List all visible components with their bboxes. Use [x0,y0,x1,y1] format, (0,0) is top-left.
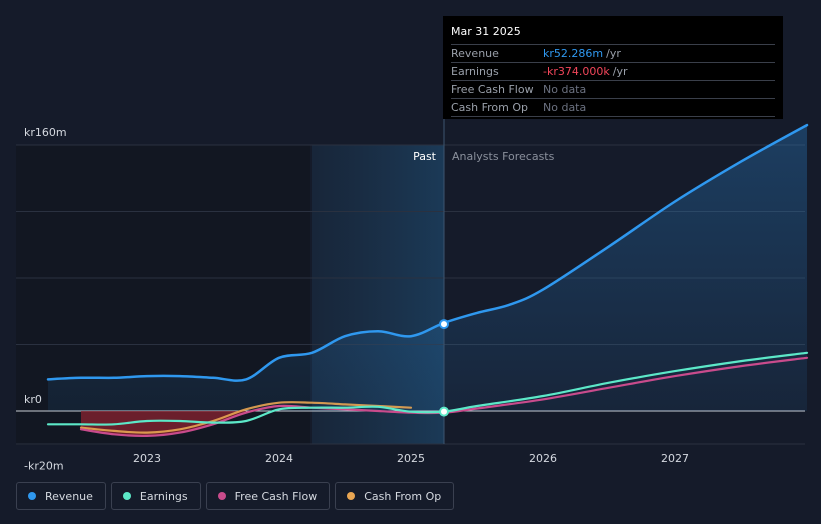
cash-from-op-dot-icon [347,492,356,500]
tooltip-row-free-cash-flow: Free Cash Flow No data [451,81,775,99]
earnings-highlight-point [439,406,449,417]
revenue-dot-icon [28,492,36,500]
tooltip-unit: /yr [606,47,621,60]
negative-earnings-area [81,411,246,436]
tooltip-unit: /yr [612,65,628,78]
y-tick-label: -kr20m [24,459,64,470]
y-tick-label: kr160m [24,126,67,139]
revenue-area [48,125,807,411]
y-tick-label: kr0 [24,393,42,406]
revenue-highlight-point [439,319,449,330]
tooltip-label: Free Cash Flow [451,83,534,96]
legend-revenue-button[interactable]: Revenue [16,482,106,510]
tooltip-row-earnings: Earnings -kr374.000k /yr [451,63,775,81]
tooltip-label: Revenue [451,47,499,60]
data-tooltip: Mar 31 2025 Revenue kr52.286m /yr Earnin… [443,16,783,119]
tooltip-value: No data [543,101,587,114]
series-line-revenue [46,123,809,382]
legend-label: Free Cash Flow [234,489,318,503]
legend-free-cash-flow-button[interactable]: Free Cash Flow [205,482,331,510]
x-tick-label: 2025 [397,452,425,465]
x-tick-label: 2024 [265,452,293,465]
tooltip-value: No data [543,83,587,96]
free-cash-flow-dot-icon [217,492,226,500]
legend-label: Earnings [139,489,188,503]
legend-cash-from-op-button[interactable]: Cash From Op [335,482,455,510]
forecast-label: Analysts Forecasts [452,150,555,163]
tooltip-value: kr52.286m [543,47,604,60]
tooltip-row-revenue: Revenue kr52.286m /yr [451,45,775,63]
past-label: Past [413,150,437,163]
x-tick-label: 2027 [661,452,689,465]
tooltip-date: Mar 31 2025 [451,23,775,45]
earnings-dot-icon [122,492,131,500]
legend-label: Cash From Op [364,489,442,503]
tooltip-label: Cash From Op [451,101,529,114]
series-line-cash-from-op [79,401,413,434]
series-line-earnings [46,351,809,426]
earnings-revenue-chart: Past Analysts Forecasts kr160mkr0-kr20m … [16,119,809,470]
legend-label: Revenue [45,489,93,503]
legend-earnings-button[interactable]: Earnings [110,482,201,510]
x-tick-label: 2026 [529,452,557,465]
tooltip-value: -kr374.000k [543,65,610,78]
tooltip-row-cash-from-op: Cash From Op No data [451,99,775,117]
x-tick-label: 2023 [133,452,161,465]
chart-legend: Revenue Earnings Free Cash Flow Cash Fro… [16,482,455,510]
series-line-free-cash-flow [79,356,809,438]
tooltip-label: Earnings [451,65,499,78]
